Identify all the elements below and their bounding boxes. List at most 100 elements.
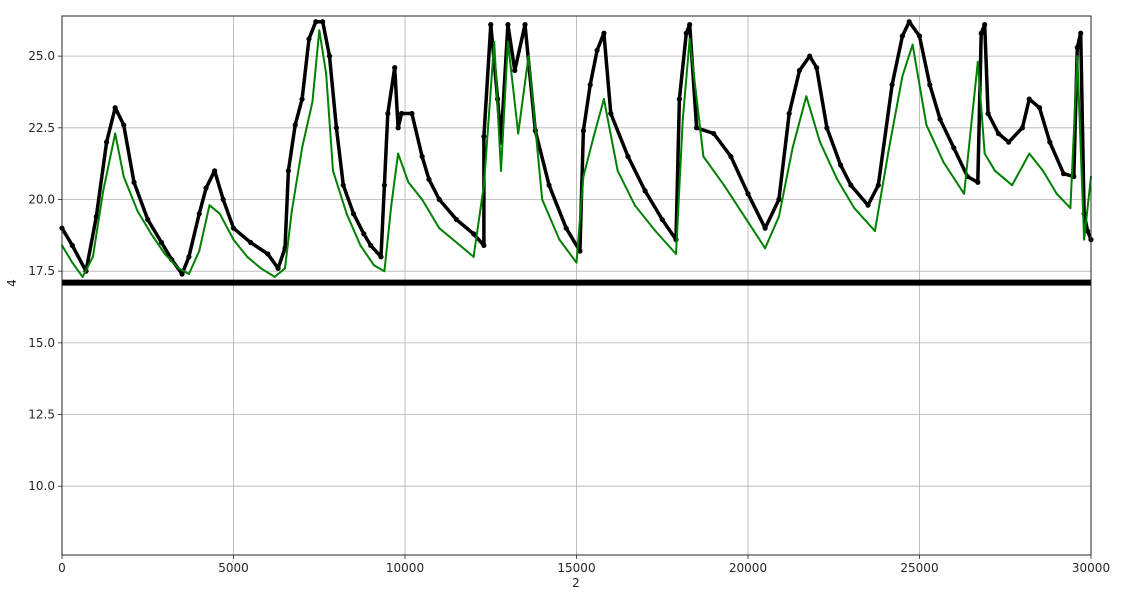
series-0-point-73	[745, 191, 751, 197]
series-0-point-85	[889, 82, 895, 88]
series-0-point-68	[683, 30, 689, 36]
y-tick-label-6: 25.0	[28, 49, 55, 63]
plot-area	[59, 19, 1094, 286]
series-0-point-38	[395, 125, 401, 131]
series-0-point-67	[676, 96, 683, 102]
series-0-point-25	[306, 36, 312, 42]
series-0-point-108	[1084, 228, 1091, 234]
series-0-point-55	[546, 182, 552, 188]
series-0-point-65	[659, 216, 665, 223]
series-0-point-71	[711, 130, 717, 137]
series-0-point-82	[848, 182, 854, 188]
series-0-point-39	[398, 110, 405, 117]
series-0-point-96	[985, 110, 991, 117]
series-0-point-57	[577, 248, 583, 254]
series-0-point-52	[512, 67, 518, 74]
series-0-point-90	[937, 116, 943, 122]
series-0-point-77	[796, 67, 803, 74]
series-0-point-101	[1036, 105, 1043, 111]
series-0-point-95	[982, 22, 988, 28]
series-0-point-17	[230, 225, 237, 231]
series-0-point-32	[361, 231, 367, 237]
x-tick-label-3: 15000	[557, 561, 595, 575]
series-0-point-78	[807, 53, 813, 59]
series-0-point-20	[275, 265, 281, 271]
x-tick-label-1: 5000	[218, 561, 249, 575]
series-0-point-30	[340, 182, 346, 188]
series-0-point-102	[1047, 139, 1053, 145]
y-tick-label-1: 12.5	[28, 408, 55, 422]
series-0-point-4	[103, 139, 110, 145]
series-0-point-97	[995, 130, 1001, 137]
y-tick-label-4: 20.0	[28, 192, 55, 206]
series-0-point-98	[1006, 139, 1012, 145]
y-tick-label-0: 10.0	[28, 479, 55, 493]
series-0-point-105	[1074, 44, 1080, 51]
series-0-point-75	[776, 196, 782, 203]
series-0-point-5	[112, 105, 118, 111]
series-0-point-28	[326, 53, 333, 59]
series-0-point-89	[927, 82, 933, 88]
series-0-point-94	[978, 30, 984, 36]
series-0-point-11	[179, 271, 185, 277]
series-0-point-37	[392, 65, 398, 71]
series-0-point-13	[196, 211, 202, 217]
series-0-point-62	[608, 110, 614, 117]
series-0-point-69	[687, 22, 693, 28]
series-0-point-44	[453, 216, 460, 223]
series-0-point-23	[292, 122, 298, 128]
series-0-point-31	[350, 211, 357, 217]
series-0-point-6	[121, 122, 127, 128]
series-0-point-88	[916, 33, 923, 39]
series-0-point-103	[1060, 171, 1067, 177]
series-0-point-58	[580, 128, 586, 134]
series-0-point-59	[587, 82, 593, 88]
series-0-point-53	[522, 22, 528, 28]
y-tick-label-2: 15.0	[28, 336, 55, 350]
x-tick-label-5: 25000	[900, 561, 938, 575]
series-0-point-81	[838, 162, 844, 168]
series-0-point-60	[594, 47, 600, 54]
series-0-point-14	[203, 185, 209, 191]
series-0-point-16	[220, 196, 226, 203]
series-0-point-26	[313, 19, 319, 25]
series-trace-0	[60, 19, 1093, 276]
series-0-point-12	[186, 254, 192, 260]
series-0-point-74	[762, 225, 768, 231]
series-0-point-33	[368, 242, 374, 248]
series-0-point-79	[814, 65, 820, 71]
series-0-point-100	[1026, 96, 1032, 102]
series-0-point-72	[728, 153, 734, 160]
series-0-point-1	[69, 242, 75, 248]
series-0-point-41	[419, 153, 425, 160]
x-tick-label-4: 20000	[729, 561, 767, 575]
series-0-point-64	[642, 188, 648, 194]
series-0-point-22	[285, 168, 291, 174]
series-0-point-106	[1078, 30, 1084, 36]
series-0-point-45	[471, 231, 477, 237]
series-0-point-99	[1019, 125, 1025, 131]
series-0-point-29	[333, 125, 339, 131]
x-tick-label-0: 0	[58, 561, 66, 575]
series-0-point-93	[975, 179, 981, 185]
series-0-point-19	[265, 251, 271, 257]
series-0-point-18	[248, 239, 254, 246]
x-tick-label-6: 30000	[1072, 561, 1110, 575]
series-0-point-8	[145, 216, 151, 223]
series-0-point-36	[385, 110, 391, 117]
series-0-point-9	[158, 239, 165, 246]
series-0-point-84	[875, 182, 881, 188]
series-0-point-46	[481, 242, 487, 248]
series-line-1	[61, 29, 1092, 278]
series-0-point-80	[824, 125, 830, 131]
axes: 0 5000 10000 15000 20000 25000 30000 10.0 12.5 15…	[28, 15, 1110, 575]
y-tick-label-3: 17.5	[28, 264, 55, 278]
series-0-point-48	[488, 22, 494, 28]
series-0-point-56	[563, 225, 569, 231]
x-axis-label: 2	[572, 576, 580, 590]
series-0-point-42	[426, 176, 432, 183]
series-0-point-51	[505, 22, 511, 28]
y-axis-label: 4	[5, 279, 19, 287]
